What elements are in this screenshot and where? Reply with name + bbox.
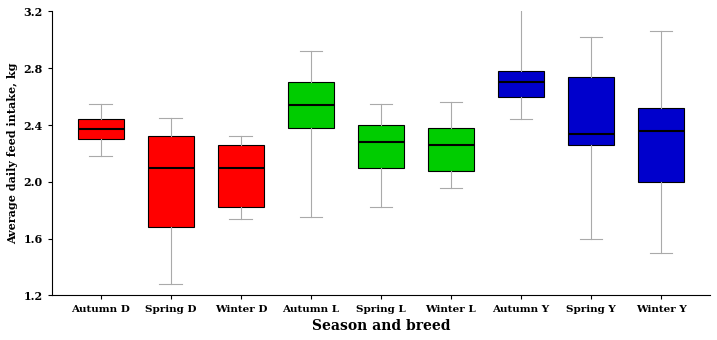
PathPatch shape [218, 145, 264, 207]
PathPatch shape [288, 83, 333, 128]
X-axis label: Season and breed: Season and breed [312, 319, 450, 333]
PathPatch shape [428, 128, 474, 170]
PathPatch shape [638, 108, 684, 182]
Y-axis label: Average daily feed intake, kg: Average daily feed intake, kg [7, 63, 18, 244]
PathPatch shape [569, 77, 614, 145]
PathPatch shape [498, 71, 543, 97]
PathPatch shape [358, 125, 404, 168]
PathPatch shape [148, 136, 194, 227]
PathPatch shape [78, 119, 123, 139]
